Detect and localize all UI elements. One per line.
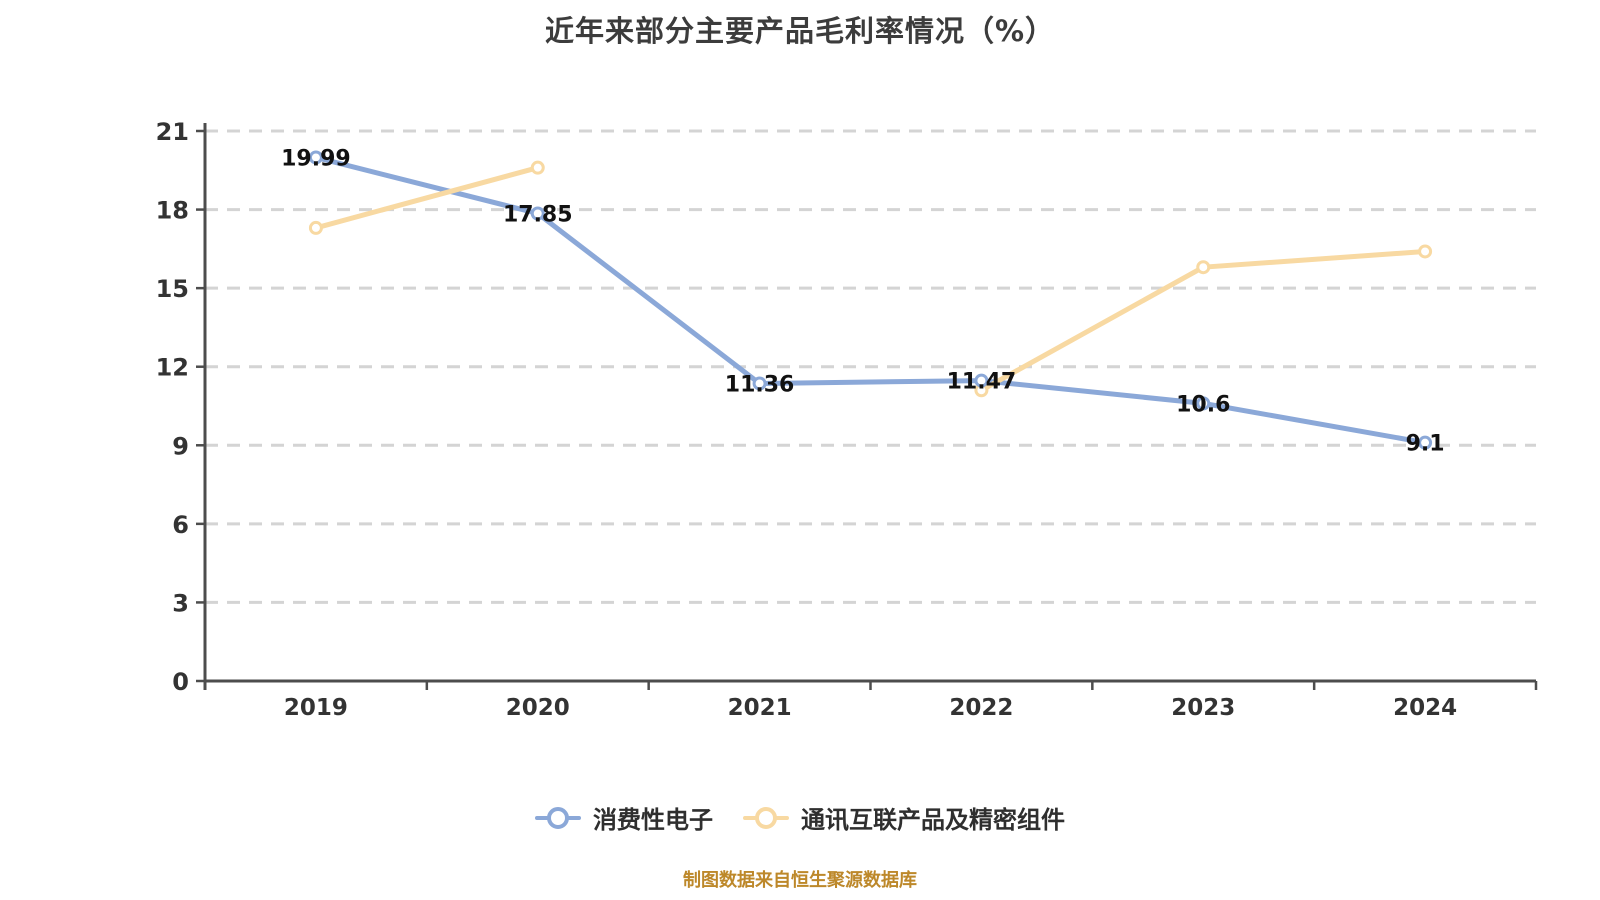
data-point-label: 11.47 <box>947 370 1017 395</box>
data-point-marker <box>1418 435 1433 450</box>
series-line <box>313 154 1428 446</box>
chart-legend: 消费性电子 通讯互联产品及精密组件 <box>0 800 1600 835</box>
y-tick-label: 9 <box>172 432 189 460</box>
data-point-marker <box>308 150 323 165</box>
data-point-label: 17.85 <box>503 203 573 228</box>
chart-title: 近年来部分主要产品毛利率情况（%） <box>544 14 1056 48</box>
data-point-marker <box>752 376 767 391</box>
data-point-marker <box>1196 260 1211 275</box>
line-series-marker-icon <box>535 806 581 829</box>
x-tick-label: 2024 <box>1393 695 1457 721</box>
legend-item-comm-interconnect[interactable]: 通讯互联产品及精密组件 <box>743 800 1065 835</box>
x-tick-label: 2020 <box>506 695 570 721</box>
data-point-marker <box>1196 396 1211 411</box>
y-tick-label: 12 <box>156 354 189 382</box>
x-tick-label: 2019 <box>284 695 348 721</box>
y-tick-label: 6 <box>172 511 189 539</box>
legend-item-consumer-electronics[interactable]: 消费性电子 <box>535 800 713 835</box>
x-tick-label: 2023 <box>1171 695 1235 721</box>
data-point-marker <box>308 220 323 235</box>
data-point-marker <box>530 160 545 175</box>
x-tick-label: 2022 <box>949 695 1013 721</box>
y-tick-label: 21 <box>156 118 189 146</box>
data-point-marker <box>1418 244 1433 259</box>
legend-label: 消费性电子 <box>593 806 713 834</box>
data-point-label: 19.99 <box>281 146 351 171</box>
y-tick-label: 3 <box>172 589 189 617</box>
data-point-label: 11.36 <box>725 372 795 397</box>
x-tick-label: 2021 <box>728 695 792 721</box>
data-point-label: 10.6 <box>1176 392 1230 417</box>
line-series-marker-icon <box>743 806 789 829</box>
y-tick-label: 15 <box>156 275 189 303</box>
data-point-label: 9.1 <box>1406 432 1445 457</box>
y-tick-label: 0 <box>172 668 189 696</box>
series-line <box>313 165 541 231</box>
legend-label: 通讯互联产品及精密组件 <box>801 806 1065 834</box>
data-source-note: 制图数据来自恒生聚源数据库 <box>683 870 917 891</box>
y-tick-label: 18 <box>156 197 189 225</box>
data-point-marker <box>974 373 989 388</box>
data-point-marker <box>530 206 545 221</box>
